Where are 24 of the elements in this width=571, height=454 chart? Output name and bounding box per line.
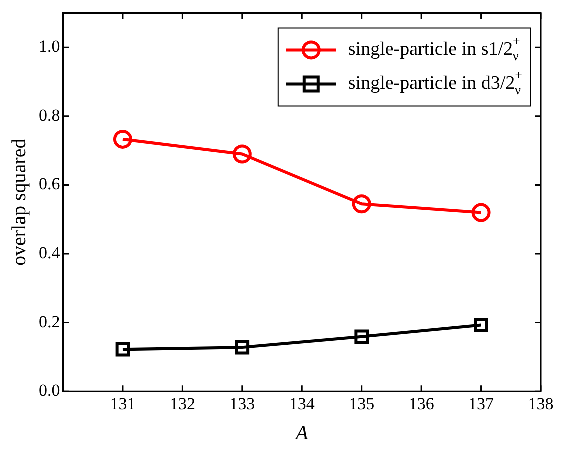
- point: [354, 330, 369, 344]
- point: [235, 340, 250, 355]
- y-tick-label: 1.0: [39, 37, 60, 56]
- point: [352, 194, 372, 214]
- x-tick-label: 136: [408, 394, 434, 414]
- point: [116, 342, 130, 357]
- x-tick-label: 133: [230, 394, 256, 414]
- x-tick-label: 137: [468, 394, 495, 414]
- x-tick-label: 132: [170, 394, 196, 414]
- x-tick-label: 134: [289, 394, 316, 414]
- x-tick-label: 131: [110, 394, 136, 414]
- x-tick-label: 138: [528, 394, 554, 414]
- point: [472, 203, 491, 222]
- point: [113, 130, 132, 149]
- y-tick-label: 0.2: [39, 312, 60, 332]
- y-tick-label: 0.4: [39, 243, 61, 262]
- point: [474, 318, 488, 332]
- point: [232, 144, 252, 164]
- y-tick-label: 0.8: [39, 106, 60, 125]
- y-axis-title: overlap squared: [8, 138, 30, 266]
- x-axis-title: A: [294, 422, 310, 444]
- y-tick-label: 0.0: [39, 381, 60, 400]
- y-tick-label: 0.6: [39, 174, 60, 194]
- x-tick-label: 135: [349, 394, 375, 414]
